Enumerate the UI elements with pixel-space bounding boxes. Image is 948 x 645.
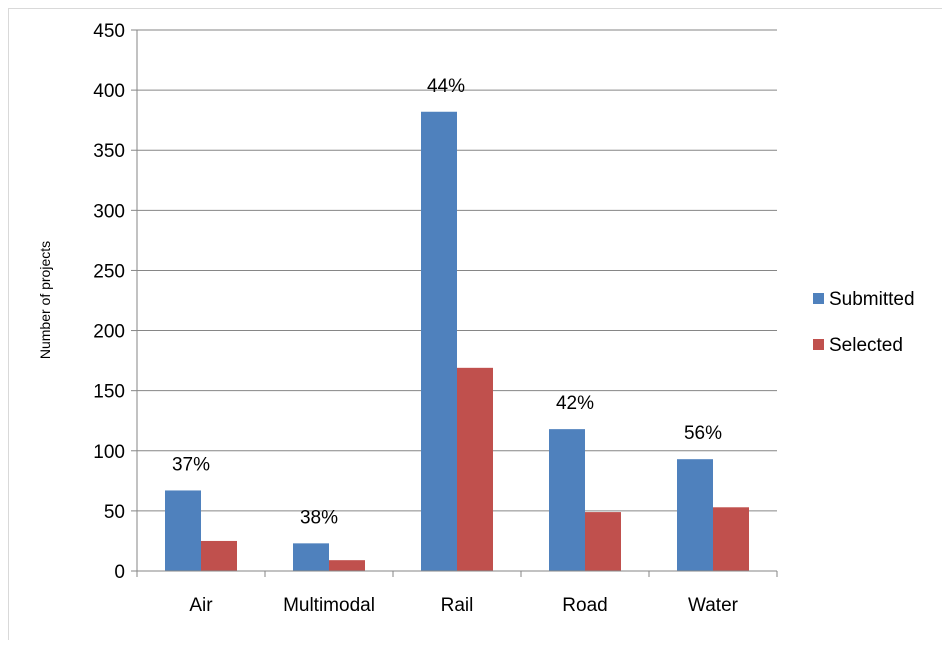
labels: 0 50 100 150 200 250 300 350 400 450 Air 37% Multimo… <box>93 21 738 616</box>
bar-submitted-multimodal <box>293 543 329 571</box>
x-category-label: Air <box>189 595 213 616</box>
y-tick-label: 0 <box>114 562 125 583</box>
y-tick-label: 400 <box>93 81 125 102</box>
percentage-label: 44% <box>427 76 465 97</box>
percentage-label: 38% <box>300 507 338 528</box>
y-tick-label: 350 <box>93 141 125 162</box>
y-tick-label: 300 <box>93 201 125 222</box>
x-category-label: Water <box>688 595 739 616</box>
legend: Submitted Selected <box>813 289 915 356</box>
y-tick-label: 50 <box>104 502 125 523</box>
legend-swatch-submitted <box>813 293 824 304</box>
y-tick-label: 450 <box>93 21 125 42</box>
legend-swatch-selected <box>813 339 824 350</box>
chart-frame <box>8 8 942 640</box>
bar-submitted-water <box>677 459 713 571</box>
y-tick-label: 100 <box>93 442 125 463</box>
x-category-label: Multimodal <box>283 595 375 616</box>
bar-submitted-air <box>165 490 201 571</box>
bar-selected-rail <box>457 367 493 571</box>
x-category-label: Rail <box>441 595 474 616</box>
bar-selected-multimodal <box>329 560 365 571</box>
percentage-label: 42% <box>556 393 594 414</box>
axes <box>131 29 778 577</box>
percentage-label: 56% <box>684 423 722 444</box>
bar-submitted-rail <box>421 111 457 572</box>
y-tick-label: 200 <box>93 322 125 343</box>
y-tick-label: 150 <box>93 382 125 403</box>
percentage-label: 37% <box>172 454 210 475</box>
y-tick-label: 250 <box>93 261 125 282</box>
bars <box>165 111 749 572</box>
bar-submitted-road <box>549 429 585 571</box>
legend-label-selected: Selected <box>829 335 903 356</box>
bar-selected-air <box>201 540 237 571</box>
bar-selected-road <box>585 512 621 571</box>
legend-label-submitted: Submitted <box>829 289 915 310</box>
x-category-label: Road <box>562 595 607 616</box>
y-axis-title: Number of projects <box>37 241 53 359</box>
bar-selected-water <box>713 507 749 571</box>
